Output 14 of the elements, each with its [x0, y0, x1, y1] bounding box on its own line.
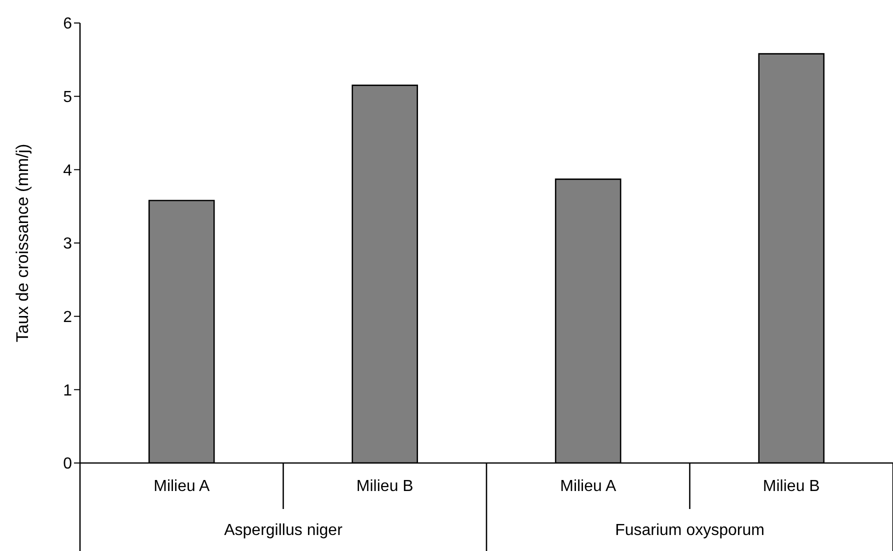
text: Aspergillus niger	[224, 522, 344, 539]
y-tick-label: 2	[63, 309, 72, 326]
x-tick-label: Milieu A	[154, 478, 210, 495]
y-tick-label: 4	[63, 162, 72, 180]
text: Fusarium oxysporum	[615, 522, 764, 539]
y-axis-title: Taux de croissance (mm/j)	[13, 144, 32, 342]
y-tick-label: 5	[63, 89, 72, 106]
y-tick-label: 6	[63, 16, 72, 33]
y-tick-label: 1	[63, 382, 72, 400]
y-tick-label: 3	[63, 236, 72, 253]
y-tick-label: 0	[63, 456, 72, 473]
x-tick-label: Milieu A	[560, 478, 616, 495]
x-tick-label: Milieu B	[356, 478, 414, 495]
x-tick-label: Milieu B	[762, 478, 820, 495]
